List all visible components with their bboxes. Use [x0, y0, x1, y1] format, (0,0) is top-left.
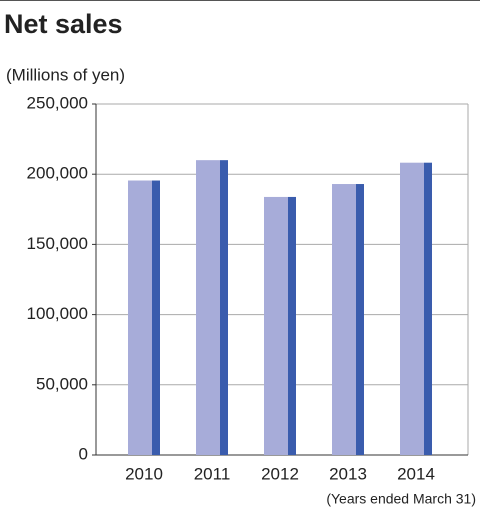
x-tick-label: 2014 — [397, 464, 435, 483]
x-tick-label: 2013 — [329, 464, 367, 483]
y-axis-label: (Millions of yen) — [6, 65, 125, 84]
bar — [400, 162, 424, 455]
y-tick-label: 50,000 — [36, 374, 88, 393]
x-tick-label: 2011 — [194, 464, 231, 483]
bar — [332, 184, 356, 455]
chart-title: Net sales — [4, 9, 123, 39]
y-tick-label: 200,000 — [27, 164, 88, 183]
bar — [264, 196, 288, 455]
y-tick-label: 150,000 — [27, 234, 88, 253]
y-tick-label: 100,000 — [27, 304, 88, 323]
bar-side — [288, 196, 296, 455]
bar — [196, 160, 220, 455]
bar-side — [424, 162, 432, 455]
bar-side — [356, 184, 364, 455]
bar-side — [152, 180, 160, 455]
x-tick-label: 2010 — [125, 464, 163, 483]
bar-side — [220, 160, 228, 455]
y-tick-label: 0 — [79, 444, 88, 463]
y-tick-label: 250,000 — [27, 93, 88, 112]
footnote: (Years ended March 31) — [326, 491, 476, 507]
x-tick-label: 2012 — [261, 464, 299, 483]
bar — [128, 180, 152, 455]
